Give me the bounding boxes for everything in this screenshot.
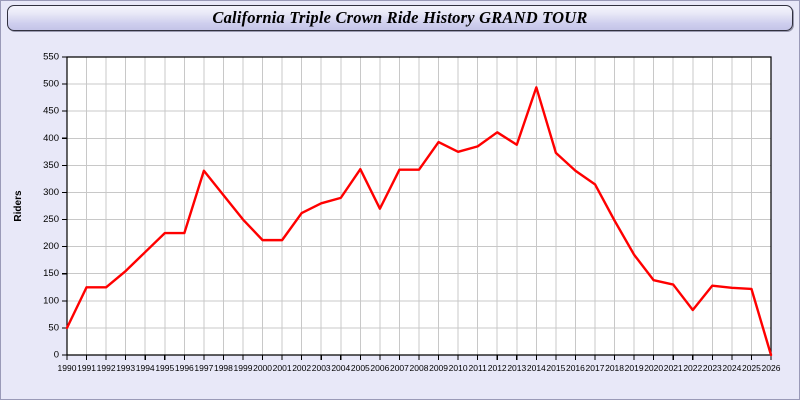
x-tick-label: 2009	[429, 363, 448, 373]
chart-area: 0 50 100 150 200 250 300 350 400 450 500 550 1990 199…	[1, 35, 799, 399]
y-tick-label: 250	[43, 214, 59, 225]
x-tick-label: 2004	[331, 363, 350, 373]
y-tick-label: 100	[43, 295, 59, 306]
x-tick-label: 2007	[390, 363, 409, 373]
y-tick-label: 400	[43, 133, 59, 144]
y-tick-label: 500	[43, 79, 59, 90]
x-tick-label: 1993	[116, 363, 135, 373]
y-tick-label: 550	[43, 52, 59, 63]
x-tick-label: 1997	[194, 363, 213, 373]
page-title: California Triple Crown Ride History GRA…	[212, 8, 588, 27]
x-tick-label: 1998	[214, 363, 233, 373]
x-tick-label: 2011	[469, 363, 488, 373]
x-tick-label: 1992	[97, 363, 116, 373]
y-tick-label: 450	[43, 106, 59, 117]
x-tick-label: 2020	[644, 363, 663, 373]
x-tick-label: 2019	[625, 363, 644, 373]
x-tick-label: 2010	[449, 363, 468, 373]
x-tick-label: 2022	[683, 363, 702, 373]
x-tick-label: 1995	[155, 363, 174, 373]
x-tick-label: 2002	[292, 363, 311, 373]
window-titlebar: California Triple Crown Ride History GRA…	[7, 5, 793, 31]
x-tick-label: 2001	[273, 363, 292, 373]
y-tick-label: 150	[43, 268, 59, 279]
x-tick-label: 2003	[312, 363, 331, 373]
y-tick-label: 300	[43, 187, 59, 198]
x-tick-label: 2000	[253, 363, 272, 373]
x-tick-label: 1994	[136, 363, 155, 373]
x-tick-label: 1996	[175, 363, 194, 373]
x-tick-label: 2008	[410, 363, 429, 373]
x-tick-label: 2016	[566, 363, 585, 373]
x-tick-label: 2018	[605, 363, 624, 373]
y-tick-label: 50	[48, 322, 59, 333]
x-tick-label: 2015	[546, 363, 565, 373]
x-tick-label: 2014	[527, 363, 546, 373]
y-tick-label: 200	[43, 241, 59, 252]
y-tick-label: 350	[43, 160, 59, 171]
y-tick-label: 0	[54, 350, 59, 361]
data-series-line	[65, 86, 773, 357]
x-tick-label: 2006	[370, 363, 389, 373]
x-tick-label: 1990	[58, 363, 77, 373]
x-tick-label: 2023	[703, 363, 722, 373]
x-tick-label: 2017	[586, 363, 605, 373]
x-tick-label: 2026	[762, 363, 781, 373]
y-axis-title: Riders	[13, 190, 24, 222]
x-tick-label: 2012	[488, 363, 507, 373]
x-tick-label: 1999	[234, 363, 253, 373]
x-tick-label: 2005	[351, 363, 370, 373]
x-tick-label: 2021	[664, 363, 683, 373]
x-tick-label: 2025	[742, 363, 761, 373]
x-tick-label: 2013	[507, 363, 526, 373]
x-tick-label: 2024	[722, 363, 741, 373]
x-tick-label: 1991	[77, 363, 96, 373]
